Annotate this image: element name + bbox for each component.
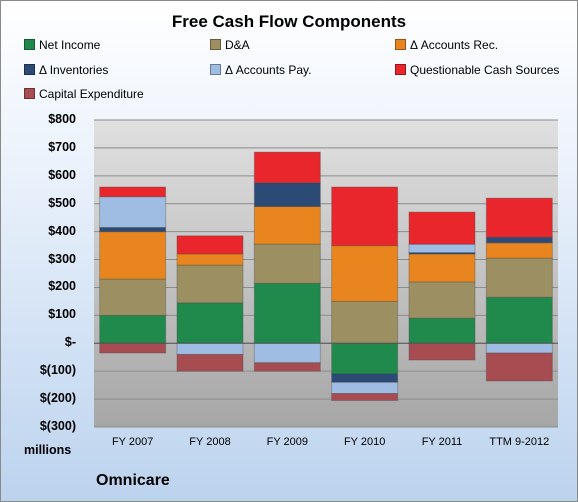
bar-segment: [99, 186, 167, 198]
bar-segment: [176, 302, 244, 344]
bar-segment: [253, 282, 321, 344]
legend-label: D&A: [225, 38, 250, 52]
bar-segment: [331, 381, 399, 395]
units-label: millions: [24, 443, 72, 457]
legend-swatch: [24, 88, 35, 99]
x-tick-label: FY 2009: [266, 436, 309, 448]
bar-segment: [253, 243, 321, 284]
bar-segment: [485, 257, 553, 298]
bar-segment: [485, 296, 553, 344]
legend-label: Net Income: [39, 38, 101, 52]
bar-segment: [99, 342, 167, 354]
bar-segment: [176, 235, 244, 255]
bar-segment: [253, 151, 321, 184]
y-tick-label: $(300): [39, 419, 76, 433]
x-tick-label: FY 2011: [421, 436, 463, 448]
legend-item: D&A: [210, 38, 250, 52]
y-tick-label: $-: [64, 335, 76, 350]
x-tick-label: FY 2010: [343, 436, 386, 448]
bar-segment: [253, 182, 321, 208]
y-tick-label: $700: [48, 139, 76, 154]
bar-segment: [99, 231, 167, 280]
bar-segment: [99, 196, 167, 228]
legend-swatch: [210, 64, 221, 75]
legend-label: Capital Expenditure: [39, 87, 144, 101]
bar-segment: [485, 352, 553, 382]
bar-segment: [485, 342, 553, 354]
bar-segment: [331, 342, 399, 375]
company-name: Omnicare: [96, 472, 170, 489]
bar-segment: [485, 242, 553, 259]
bar-segment: [253, 206, 321, 245]
legend-item: Net Income: [24, 38, 100, 52]
bar-segment: [408, 253, 476, 283]
bar-segment: [331, 393, 399, 401]
bar-segment: [485, 236, 553, 244]
bar-segment: [176, 342, 244, 355]
bar-segment: [485, 197, 553, 238]
bar-segment: [331, 373, 399, 383]
y-tick-label: $100: [48, 307, 76, 322]
bar-segment: [408, 211, 476, 245]
bar-segment: [176, 353, 244, 372]
legend-swatch: [395, 39, 406, 50]
bar-segment: [331, 300, 399, 344]
legend-swatch: [24, 64, 35, 75]
legend-item: Questionable Cash Sources: [395, 63, 559, 77]
bar-segment: [176, 264, 244, 304]
y-tick-label: $400: [48, 223, 76, 238]
legend-item: Capital Expenditure: [24, 87, 144, 101]
legend-label: Δ Accounts Pay.: [225, 63, 312, 77]
y-tick-label: $(100): [39, 363, 76, 378]
bar-segment: [408, 317, 476, 344]
bar-segment: [176, 253, 244, 266]
legend-swatch: [24, 39, 35, 50]
legend-swatch: [395, 64, 406, 75]
y-tick-label: $500: [48, 195, 76, 210]
legend-item: Δ Accounts Pay.: [210, 63, 312, 77]
bar-segment: [253, 342, 321, 364]
bar-segment: [99, 314, 167, 344]
legend-item: Δ Inventories: [24, 63, 108, 77]
bar-segment: [408, 342, 476, 361]
legend-swatch: [210, 39, 221, 50]
x-tick-label: FY 2008: [189, 436, 231, 448]
bar-segment: [331, 245, 399, 302]
bar-segment: [408, 243, 476, 254]
x-tick-label: FY 2007: [111, 436, 154, 448]
legend-label: Δ Inventories: [39, 63, 109, 77]
bar-segment: [253, 362, 321, 372]
legend-item: Δ Accounts Rec.: [395, 38, 498, 52]
bar-segment: [99, 226, 167, 233]
legend-label: Δ Accounts Rec.: [410, 38, 499, 52]
bar-segment: [331, 186, 399, 247]
x-tick-label: TTM 9-2012: [489, 436, 550, 448]
plot-background: [94, 120, 558, 427]
y-tick-label: $200: [48, 279, 76, 294]
bar-segment: [408, 281, 476, 319]
y-tick-label: $800: [48, 112, 76, 126]
chart-title: Free Cash Flow Components: [171, 12, 407, 31]
y-tick-label: $600: [48, 167, 76, 182]
bar-segment: [99, 278, 167, 316]
y-tick-label: $300: [48, 251, 76, 266]
y-tick-label: $(200): [39, 391, 76, 406]
legend-label: Questionable Cash Sources: [410, 63, 560, 77]
